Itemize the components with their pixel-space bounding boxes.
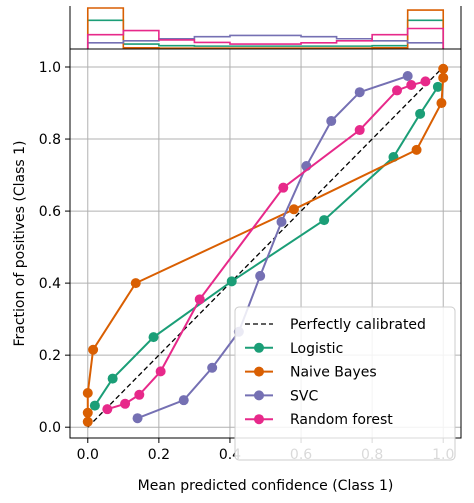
data-point [207, 362, 218, 373]
y-tick-label: 1.0 [39, 60, 61, 76]
data-point [278, 182, 289, 193]
data-point [134, 389, 145, 400]
histogram-panel [69, 6, 462, 54]
histogram-step-random-forest [86, 27, 445, 49]
data-point [319, 215, 330, 226]
series-naive-bayes [82, 63, 449, 427]
data-point [432, 81, 443, 92]
data-point [194, 294, 205, 305]
y-tick-label: 0.2 [39, 348, 61, 364]
histogram-step-naive-bayes [86, 7, 445, 49]
legend-marker [254, 366, 264, 377]
data-point [89, 400, 100, 411]
legend-label: Logistic [290, 341, 343, 357]
data-point [438, 63, 449, 74]
legend-label: Perfectly calibrated [290, 317, 426, 333]
data-point [120, 398, 131, 409]
series-line [107, 80, 426, 411]
legend-entry: Naive Bayes [245, 365, 377, 381]
data-point [148, 332, 159, 343]
legend-entry: Logistic [245, 341, 343, 357]
data-point [392, 85, 403, 96]
data-point [130, 278, 141, 289]
series-logistic [89, 81, 443, 411]
data-point [178, 395, 189, 406]
histogram-step-svc [86, 34, 445, 49]
y-tick-label: 0.0 [39, 420, 61, 436]
legend-entry: SVC [245, 388, 318, 404]
y-tick-label: 0.8 [39, 132, 61, 148]
legend-marker [254, 342, 264, 353]
legend-marker [254, 414, 264, 425]
data-point [155, 366, 166, 377]
data-point [288, 204, 299, 215]
data-point [132, 413, 143, 424]
series-svc [132, 71, 413, 424]
data-point [411, 144, 422, 155]
reference-line-layer [87, 66, 444, 428]
series-line [137, 75, 409, 420]
data-point [102, 404, 113, 415]
data-point [402, 71, 413, 82]
legend-box [234, 306, 456, 461]
legend-label: Random forest [290, 412, 393, 428]
y-tick-label: 0.4 [39, 276, 61, 292]
data-point [436, 98, 447, 109]
data-point [438, 72, 449, 83]
x-tick-label: 0.2 [148, 447, 170, 463]
data-point [354, 87, 365, 98]
legend-entry: Perfectly calibrated [245, 317, 426, 333]
data-point [88, 344, 99, 355]
series-random-forest [102, 76, 431, 415]
series-line [94, 86, 439, 407]
legend-entry: Random forest [245, 412, 393, 428]
series-layer [82, 63, 449, 427]
y-axis-label: Fraction of positives (Class 1) [12, 140, 28, 346]
perfectly-calibrated-line [87, 66, 444, 428]
data-point [406, 80, 417, 91]
data-point [354, 125, 365, 136]
legend-label: SVC [290, 388, 318, 404]
data-point [107, 373, 118, 384]
legend: Perfectly calibrated Logistic Naive Bayes S… [234, 306, 456, 461]
data-point [82, 416, 93, 427]
data-point [415, 108, 426, 119]
x-axis-label: Mean predicted confidence (Class 1) [138, 478, 394, 494]
y-tick-label: 0.6 [39, 204, 61, 220]
data-point [276, 216, 287, 227]
legend-label: Naive Bayes [290, 365, 377, 381]
x-tick-label: 0.0 [77, 447, 99, 463]
series-line [86, 68, 445, 422]
legend-marker [254, 390, 264, 401]
data-point [226, 276, 237, 287]
data-point [255, 270, 266, 281]
data-point [82, 407, 93, 418]
data-point [420, 76, 431, 87]
data-point [326, 116, 337, 127]
data-point [82, 387, 93, 398]
